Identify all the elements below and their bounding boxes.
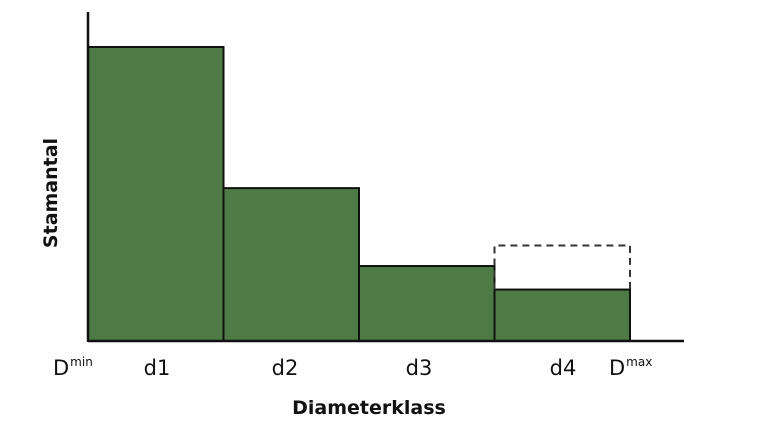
projected-outline-d4 (493, 244, 631, 290)
dmax-label: Dmax (609, 355, 652, 380)
bar-d3 (358, 265, 496, 342)
projection-layer (493, 244, 631, 290)
dmin-label: Dmin (53, 355, 93, 380)
tick-label-d3: d3 (406, 356, 433, 380)
tick-label-d4: d4 (550, 356, 577, 380)
bar-d2 (222, 187, 360, 342)
x-axis-title: Diameterklass (292, 397, 446, 419)
tick-labels: d1 d2 d3 d4 (144, 356, 577, 380)
bar-d1 (87, 46, 225, 342)
tick-label-d2: d2 (272, 356, 299, 380)
bars-layer (87, 46, 631, 342)
bar-d4 (493, 288, 631, 342)
tick-label-d1: d1 (144, 356, 171, 380)
y-axis-title: Stamantal (40, 138, 62, 248)
